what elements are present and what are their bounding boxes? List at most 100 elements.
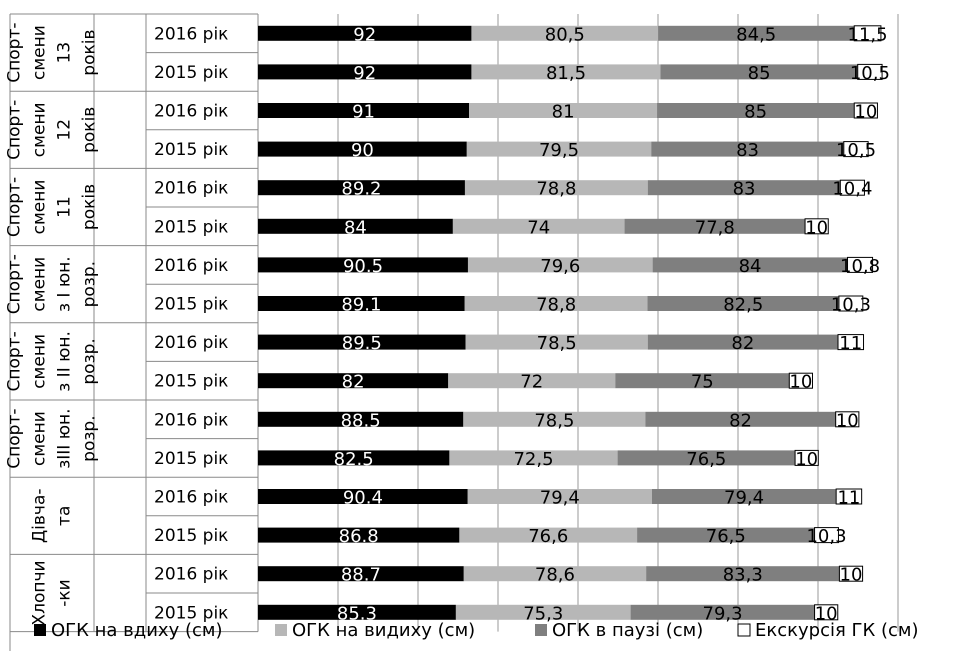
bar-excursion [835,411,860,428]
bar-pause [651,141,844,157]
data-label-pause: 82 [729,410,752,431]
bar-inhale [258,64,472,80]
data-label-excursion: 10,5 [836,140,876,161]
data-label-excursion: 10,4 [832,179,872,200]
group-label: Спорт- [5,254,25,314]
year-label: 2015 рік [154,295,228,315]
bar-exhale [466,141,652,157]
data-label-exhale: 78,8 [536,179,576,200]
data-label-exhale: 79,6 [540,256,580,277]
data-label-exhale: 79,5 [539,140,579,161]
bar-inhale [258,296,465,311]
bar-exhale [452,218,625,234]
data-label-exhale: 80,5 [545,24,585,45]
bar-exhale [469,103,658,118]
data-label-inhale: 88.7 [341,565,381,586]
bar-inhale [258,450,450,466]
bar-inhale [258,489,468,504]
data-label-inhale: 91 [352,102,375,123]
group-label: років [80,184,100,230]
data-label-inhale: 85.3 [337,603,377,624]
data-label-exhale: 72,5 [513,449,553,470]
bar-inhale [258,604,456,620]
year-label: 2015 рік [154,140,228,160]
bar-excursion [814,527,839,544]
data-label-inhale: 84 [344,217,367,238]
data-label-exhale: 72 [520,372,543,393]
year-label: 2015 рік [154,63,228,83]
data-label-excursion: 10,5 [850,63,890,84]
bar-exhale [467,257,653,273]
group-label: розр. [80,261,100,307]
group-label: та [55,506,75,526]
year-label: 2015 рік [154,217,228,237]
data-label-inhale: 92 [353,63,376,84]
bar-inhale [258,566,464,582]
bar-excursion [838,565,864,582]
year-label: 2016 рік [154,102,228,122]
group-label: смени [30,102,50,157]
data-label-inhale: 82.5 [334,449,374,470]
group-label: років [80,29,100,75]
data-label-pause: 76,5 [706,526,746,547]
legend-label-pause: ОГК в паузі (см) [552,620,703,641]
bar-excursion [843,141,869,158]
bar-excursion [847,256,874,273]
bar-exhale [467,489,652,504]
bar-inhale [258,527,460,543]
year-label: 2016 рік [154,24,228,44]
data-label-pause: 84 [739,256,762,277]
bar-pause [647,334,838,350]
group-label: смени [30,25,50,80]
data-label-excursion: 11,5 [848,24,888,45]
bar-exhale [471,25,659,41]
data-label-pause: 77,8 [695,217,735,238]
bar-excursion [804,218,829,235]
data-label-excursion: 10 [840,565,863,586]
data-label-inhale: 89.5 [342,333,382,354]
bar-inhale [258,180,465,196]
bar-excursion [814,604,839,621]
data-label-pause: 79,3 [703,603,743,624]
bar-excursion [794,449,819,466]
data-label-pause: 75 [691,372,714,393]
bar-excursion [788,372,813,389]
data-label-exhale: 81 [552,102,575,123]
data-label-exhale: 81,5 [546,63,586,84]
data-label-inhale: 90.5 [343,256,383,277]
bar-excursion [853,25,882,42]
bar-pause [647,180,841,196]
data-label-exhale: 79,4 [540,488,580,509]
year-label: 2015 рік [154,372,228,392]
group-label: з І юн. [55,256,75,312]
year-label: 2016 рік [154,333,228,353]
data-label-pause: 84,5 [736,24,776,45]
data-label-inhale: 90 [351,140,374,161]
group-label: Спорт- [5,177,25,237]
data-label-exhale: 78,8 [536,295,576,316]
year-label: 2015 рік [154,603,228,623]
bar-pause [645,411,836,427]
year-label: 2015 рік [154,526,228,546]
data-label-exhale: 78,6 [535,565,575,586]
group-label: розр. [80,338,100,384]
year-label: 2016 рік [154,565,228,585]
data-label-exhale: 78,5 [537,333,577,354]
bar-pause [646,566,840,582]
group-label: розр. [80,415,100,461]
bar-inhale [258,373,449,389]
bar-excursion [839,179,865,196]
group-label: смени [30,411,50,466]
bar-exhale [465,334,648,350]
bar-exhale [463,411,646,427]
data-label-excursion: 10,3 [831,295,871,316]
bar-exhale [448,373,616,389]
data-label-excursion: 10 [836,410,859,431]
group-label: років [80,107,100,153]
data-label-inhale: 86.8 [339,526,379,547]
data-label-exhale: 74 [527,217,550,238]
legend-swatch-exhale [275,624,287,636]
group-label: Спорт- [5,22,25,82]
legend-label-inhale: ОГК на вдиху (см) [51,620,222,641]
data-label-pause: 85 [748,63,771,84]
